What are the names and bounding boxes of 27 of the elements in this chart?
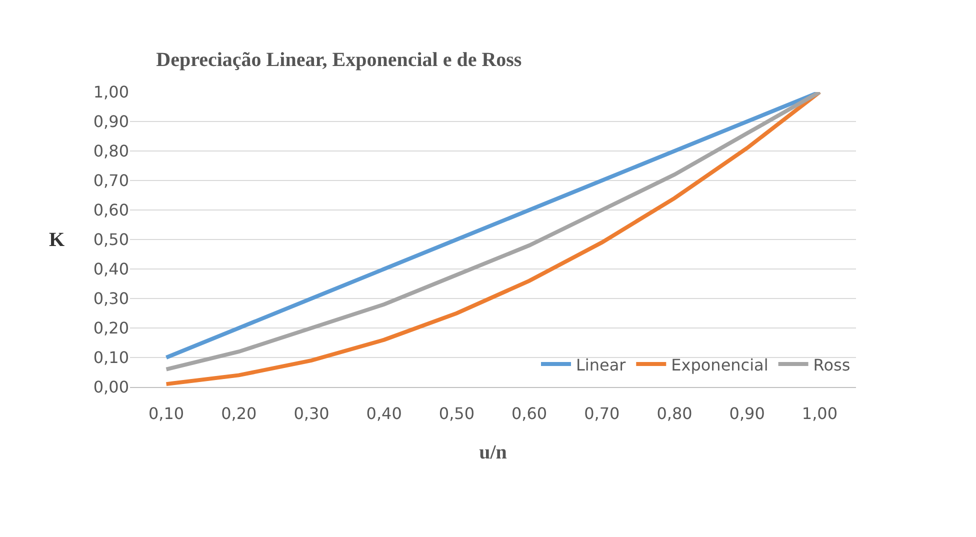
x-tick-label: 0,50	[438, 404, 475, 424]
legend-label: Linear	[576, 355, 626, 374]
y-tick-label: 0,30	[93, 289, 129, 308]
chart-title: Depreciação Linear, Exponencial e de Ross	[156, 49, 522, 72]
y-tick-label: 0,40	[93, 260, 129, 279]
y-tick-label: 0,00	[93, 378, 129, 397]
y-tick-label: 0,10	[93, 348, 129, 368]
x-tick-label: 1,00	[802, 404, 838, 424]
y-tick-label: 0,90	[93, 112, 129, 132]
y-tick-label: 0,50	[93, 230, 129, 250]
x-axis-title: u/n	[479, 442, 507, 464]
y-axis-title: K	[49, 229, 65, 251]
x-tick-label: 0,60	[511, 404, 548, 424]
legend-label: Ross	[813, 355, 850, 374]
y-tick-label: 0,60	[93, 200, 129, 220]
legend-label: Exponencial	[671, 355, 768, 374]
y-tick-label: 1,00	[93, 82, 129, 102]
x-tick-label: 0,80	[656, 404, 692, 424]
x-tick-label: 0,90	[729, 404, 765, 424]
x-tick-label: 0,20	[221, 404, 257, 424]
y-tick-label: 0,70	[93, 171, 129, 190]
x-tick-label: 0,30	[294, 404, 330, 424]
x-tick-label: 0,40	[366, 404, 402, 424]
y-tick-label: 0,80	[93, 142, 129, 161]
x-tick-label: 0,10	[148, 404, 184, 424]
x-tick-label: 0,70	[584, 404, 620, 424]
y-tick-label: 0,20	[93, 318, 129, 338]
